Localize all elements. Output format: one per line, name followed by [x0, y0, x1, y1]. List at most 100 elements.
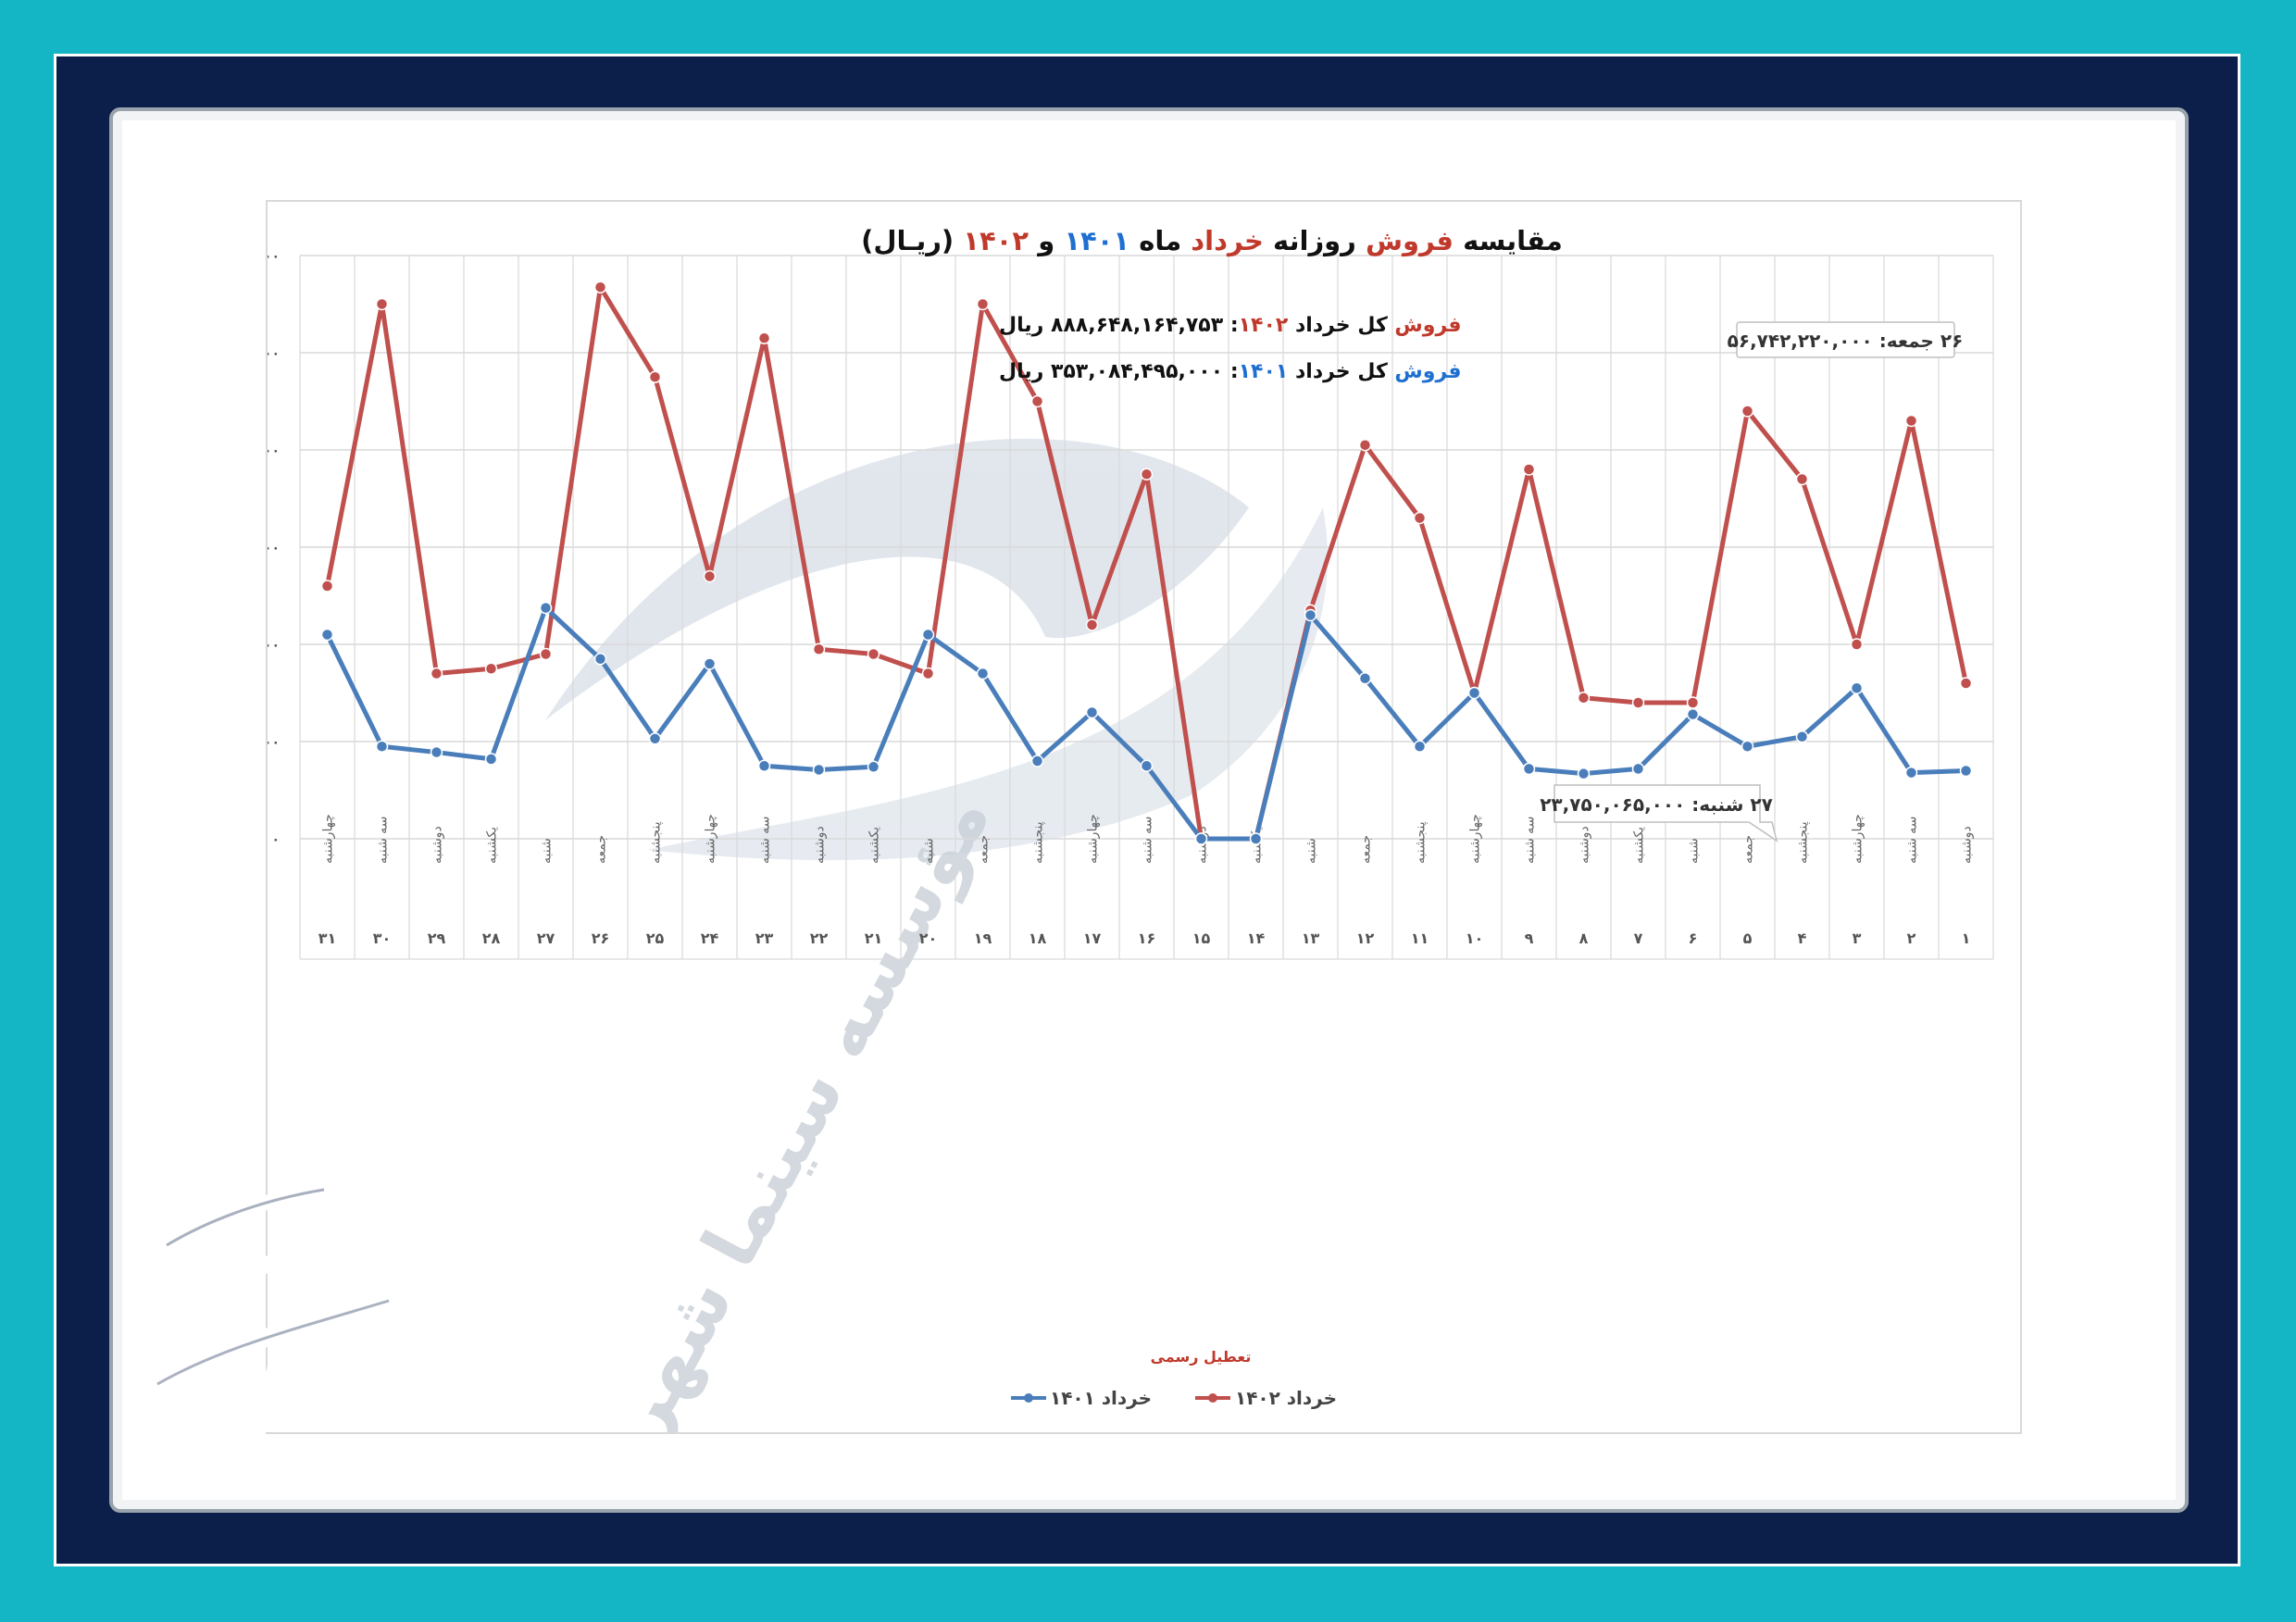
x-day-label: ۴ — [1798, 930, 1807, 947]
x-day-label: ۲۱ — [865, 930, 883, 947]
total-1402-year: ۱۴۰۲ — [1239, 314, 1289, 337]
x-day-label: ۲ — [1907, 930, 1916, 947]
x-day-label: ۷ — [1634, 930, 1643, 947]
callout-day27: ۲۷ شنبه: ۲۳,۷۵۰,۰۶۵,۰۰۰ — [1540, 784, 1778, 842]
x-day-label: ۱۰ — [1466, 930, 1484, 947]
total-1402-text: فروش کل خرداد ۱۴۰۲: ۸۸۸,۶۴۸,۱۶۴,۷۵۳ ریال — [999, 314, 1462, 337]
chart-area: مؤسسه سینما شهر ۰ ۱۰,۰۰۰,۰۰۰,۰۰۰ ۲۰,۰۰۰,۰۰… — [178, 200, 2022, 1455]
x-axis-cells: دوشنبه ۱ سه شنبه ۲ چهارشنبه ۳ پنجشنبه ۴ جمعه ۵ شنب… — [318, 814, 1975, 947]
title-part: ۱۴۰۲ — [963, 225, 1029, 256]
x-weekday-label: جمعه — [977, 835, 992, 864]
y-tick-label: ۲۰,۰۰۰,۰۰۰,۰۰۰ — [268, 638, 280, 653]
data-point — [757, 759, 771, 772]
title-part: و — [1029, 225, 1064, 256]
x-day-label: ۱۸ — [1029, 930, 1047, 947]
data-point — [1904, 766, 1918, 780]
title-part: ۱۴۰۱ — [1064, 225, 1129, 256]
x-weekday-label: پنجشنبه — [1031, 821, 1046, 864]
legend-label-1402: خرداد ۱۴۰۲ — [1235, 1387, 1337, 1409]
x-day-label: ۱۶ — [1138, 930, 1156, 947]
data-point — [976, 297, 990, 311]
x-day-label: ۲۳ — [755, 930, 774, 947]
x-weekday-label: دوشنبه — [1960, 826, 1975, 864]
title-part: روزانه — [1264, 225, 1366, 256]
x-day-label: ۶ — [1689, 930, 1698, 947]
data-point — [1140, 759, 1154, 772]
total-1402-word: فروش — [1394, 314, 1461, 337]
x-day-label: ۱۵ — [1192, 930, 1211, 947]
x-day-label: ۱۱ — [1411, 930, 1429, 947]
data-point — [703, 569, 717, 583]
y-tick-label: ۶۰,۰۰۰,۰۰۰,۰۰۰ — [268, 249, 280, 264]
y-tick-label: ۳۰,۰۰۰,۰۰۰,۰۰۰ — [268, 541, 280, 555]
data-point — [1741, 740, 1754, 753]
callout-day27-text: ۲۷ شنبه: ۲۳,۷۵۰,۰۶۵,۰۰۰ — [1540, 793, 1773, 816]
title-part: فروش — [1366, 225, 1454, 256]
data-point — [1904, 414, 1918, 428]
data-point — [375, 740, 389, 753]
data-point — [921, 667, 935, 680]
x-day-label: ۱ — [1962, 930, 1971, 947]
data-point — [1413, 740, 1427, 753]
data-point — [812, 763, 826, 777]
data-point — [648, 732, 662, 745]
x-weekday-label: سه شنبه — [1905, 817, 1920, 864]
x-day-label: ۵ — [1743, 930, 1753, 947]
data-point — [1030, 755, 1044, 767]
title-part: خرداد — [1191, 225, 1264, 256]
data-point — [1959, 677, 1973, 690]
data-point — [1085, 705, 1099, 719]
data-point — [1194, 832, 1208, 845]
callout-day26: ۲۶ جمعه: ۵۶,۷۴۲,۲۲۰,۰۰۰ — [1728, 321, 1963, 358]
x-day-label: ۲۸ — [482, 930, 501, 947]
watermark-logo — [545, 438, 1328, 861]
data-point — [484, 753, 498, 766]
x-weekday-label: جمعه — [1359, 835, 1374, 864]
y-tick-label: ۰ — [271, 832, 280, 847]
title-part: ماه — [1129, 225, 1191, 256]
x-day-label: ۳۱ — [318, 930, 337, 947]
data-point — [1577, 767, 1591, 780]
x-weekday-label: چهارشنبه — [704, 814, 718, 864]
data-point — [1577, 692, 1591, 705]
x-weekday-label: شنبه — [922, 838, 937, 864]
legend: خرداد ۱۴۰۲ خرداد ۱۴۰۱ — [1011, 1387, 1337, 1409]
x-day-label: ۳ — [1853, 930, 1862, 947]
data-point — [1467, 686, 1481, 700]
total-1401-year: ۱۴۰۱ — [1239, 360, 1289, 383]
chart-svg: مؤسسه سینما شهر ۰ ۱۰,۰۰۰,۰۰۰,۰۰۰ ۲۰,۰۰۰,۰۰… — [178, 225, 1994, 1455]
x-weekday-label: چهارشنبه — [1086, 814, 1101, 864]
legend-label-1401: خرداد ۱۴۰۱ — [1050, 1387, 1152, 1409]
calligraphy-logo — [148, 1182, 418, 1459]
x-weekday-label: چهارشنبه — [1468, 814, 1483, 864]
data-point — [1850, 681, 1864, 694]
data-point — [1686, 696, 1700, 709]
data-point — [593, 653, 607, 666]
data-point — [430, 667, 443, 680]
data-point — [539, 647, 553, 661]
title-part: (ریـال) — [861, 225, 963, 256]
x-weekday-label: پنجشنبه — [649, 821, 664, 864]
x-day-label: ۱۴ — [1247, 930, 1266, 947]
data-point — [1795, 730, 1809, 743]
x-weekday-label: سه شنبه — [376, 817, 391, 864]
data-point — [1358, 439, 1372, 452]
data-point — [484, 662, 498, 675]
x-day-label: ۲۴ — [701, 930, 719, 947]
grid-lines — [299, 255, 1994, 960]
y-tick-label: ۴۰,۰۰۰,۰۰۰,۰۰۰ — [268, 443, 280, 458]
data-point — [703, 657, 717, 670]
data-point — [375, 297, 389, 311]
holiday-label: تعطیل رسمی — [1151, 1348, 1252, 1366]
x-weekday-label: جمعه — [594, 835, 609, 864]
total-1401-value: ۳۵۳,۰۸۴,۴۹۵,۰۰۰ — [1051, 360, 1223, 383]
data-point — [648, 370, 662, 383]
data-point — [867, 647, 880, 661]
data-point — [1850, 638, 1864, 651]
y-tick-label: ۱۰,۰۰۰,۰۰۰,۰۰۰ — [268, 735, 280, 750]
data-point — [539, 601, 553, 615]
x-day-label: ۲۰ — [919, 930, 938, 947]
data-point — [921, 628, 935, 642]
x-weekday-label: شنبه — [1304, 838, 1319, 864]
data-point — [1522, 762, 1536, 776]
